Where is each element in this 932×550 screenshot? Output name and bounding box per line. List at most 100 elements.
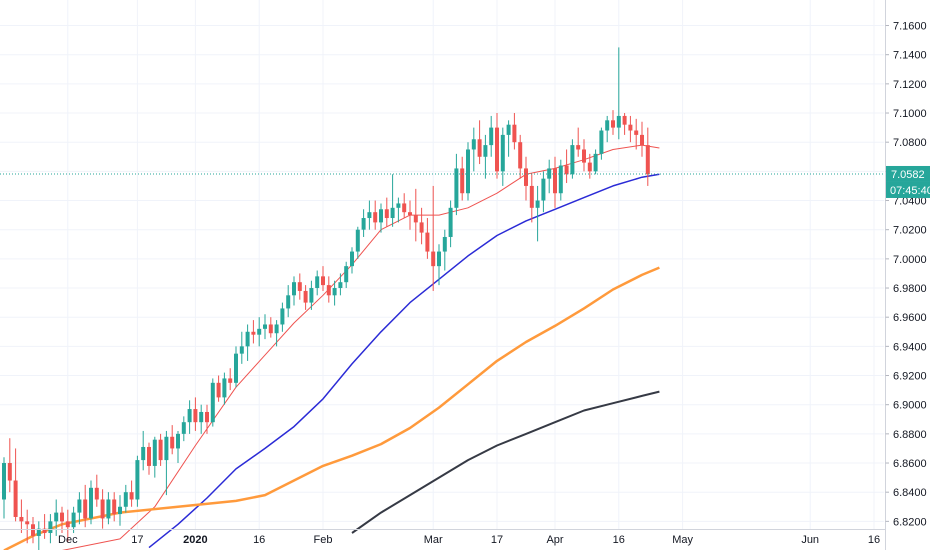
candle <box>460 156 465 201</box>
candle-body <box>60 512 64 522</box>
candle-body <box>634 130 639 135</box>
candle-body <box>274 324 279 334</box>
candle <box>645 127 650 186</box>
candle-body <box>54 512 59 522</box>
candle <box>622 113 627 135</box>
candle-body <box>123 492 128 507</box>
candle-body <box>483 145 488 157</box>
price-tags: 7.0582 07:45:40 <box>886 165 932 198</box>
candle <box>164 430 169 496</box>
candle <box>558 159 563 201</box>
price-tick-label: 7.1000 <box>893 108 927 120</box>
candle-body <box>332 288 337 296</box>
candle <box>518 134 523 179</box>
candle <box>367 200 372 230</box>
candle-body <box>616 115 621 128</box>
candle-body <box>355 229 360 252</box>
candle-body <box>553 168 557 194</box>
candle <box>425 218 430 259</box>
candle-body <box>587 162 592 172</box>
candle-body <box>466 149 470 194</box>
candle-body <box>280 308 285 325</box>
candle-body <box>205 411 209 423</box>
candle-body <box>645 145 650 175</box>
price-tick-label: 7.0000 <box>893 254 927 266</box>
price-axis[interactable]: 7.16007.14007.12007.10007.08007.06007.04… <box>885 0 927 550</box>
time-tick-label: 16 <box>253 534 265 546</box>
candle <box>640 121 644 157</box>
candle-body <box>611 120 615 128</box>
candle-body <box>448 207 453 237</box>
candle-body <box>176 433 180 449</box>
candle <box>19 499 24 534</box>
time-tick-label: Jun <box>801 534 819 546</box>
candle <box>396 197 401 223</box>
time-tick-label: Dec <box>58 534 78 546</box>
candle-body <box>48 521 53 534</box>
candle <box>315 270 320 296</box>
candle-body <box>89 487 93 519</box>
candle-body <box>413 215 418 223</box>
time-axis[interactable]: Dec 17 2020 16 Feb Mar 17 Apr 16 May Jun 16 <box>0 529 886 547</box>
time-tick-label: Feb <box>314 534 333 546</box>
candle <box>419 207 424 245</box>
moving-average-line-3 <box>351 390 660 534</box>
candle-body <box>321 276 325 286</box>
candle <box>361 209 366 237</box>
candle <box>553 156 557 208</box>
candle <box>332 280 337 306</box>
candle-body <box>118 506 122 515</box>
price-tick-label: 7.1600 <box>893 21 927 33</box>
candle <box>48 514 53 544</box>
candle <box>338 273 343 296</box>
candle-body <box>297 282 302 291</box>
candle <box>31 516 35 544</box>
candle-body <box>13 480 18 517</box>
candle-body <box>234 353 238 383</box>
price-tick-label: 6.9600 <box>893 312 927 324</box>
candle-body <box>442 236 447 252</box>
candle-body <box>599 130 604 154</box>
candle-body <box>437 251 441 267</box>
candle-body <box>77 499 82 513</box>
candle <box>344 261 349 289</box>
price-tick-label: 7.1400 <box>893 50 927 62</box>
candle <box>373 200 378 230</box>
candle-body <box>326 285 331 296</box>
candle <box>576 127 581 157</box>
candle-body <box>42 528 47 534</box>
candle-body <box>408 212 412 216</box>
candle <box>500 127 505 186</box>
candle-body <box>460 168 465 194</box>
candle-body <box>187 409 192 423</box>
candle <box>141 430 146 471</box>
candle <box>60 506 64 534</box>
candle-body <box>129 492 134 500</box>
time-tick-label: Mar <box>424 534 443 546</box>
candle <box>593 149 598 175</box>
candle-body <box>83 499 88 519</box>
candle-body <box>390 207 395 219</box>
candle-body <box>419 222 424 233</box>
candle <box>135 455 140 507</box>
candle <box>408 200 412 230</box>
candle <box>431 185 436 291</box>
moving-average-line-1 <box>148 173 660 549</box>
time-tick-label: 16 <box>868 534 880 546</box>
candle-body <box>500 134 505 172</box>
current-price-label: 7.0582 <box>891 169 925 181</box>
candle <box>13 448 18 522</box>
candle <box>616 47 621 140</box>
candle <box>355 226 360 259</box>
candle <box>628 115 633 143</box>
candle <box>257 317 262 347</box>
candle <box>42 514 47 539</box>
candle-body <box>19 516 24 522</box>
candle-body <box>245 331 250 347</box>
candle <box>582 139 586 172</box>
price-tick-label: 6.8400 <box>893 487 927 499</box>
moving-average-line-2 <box>3 266 660 550</box>
candle <box>239 331 244 364</box>
